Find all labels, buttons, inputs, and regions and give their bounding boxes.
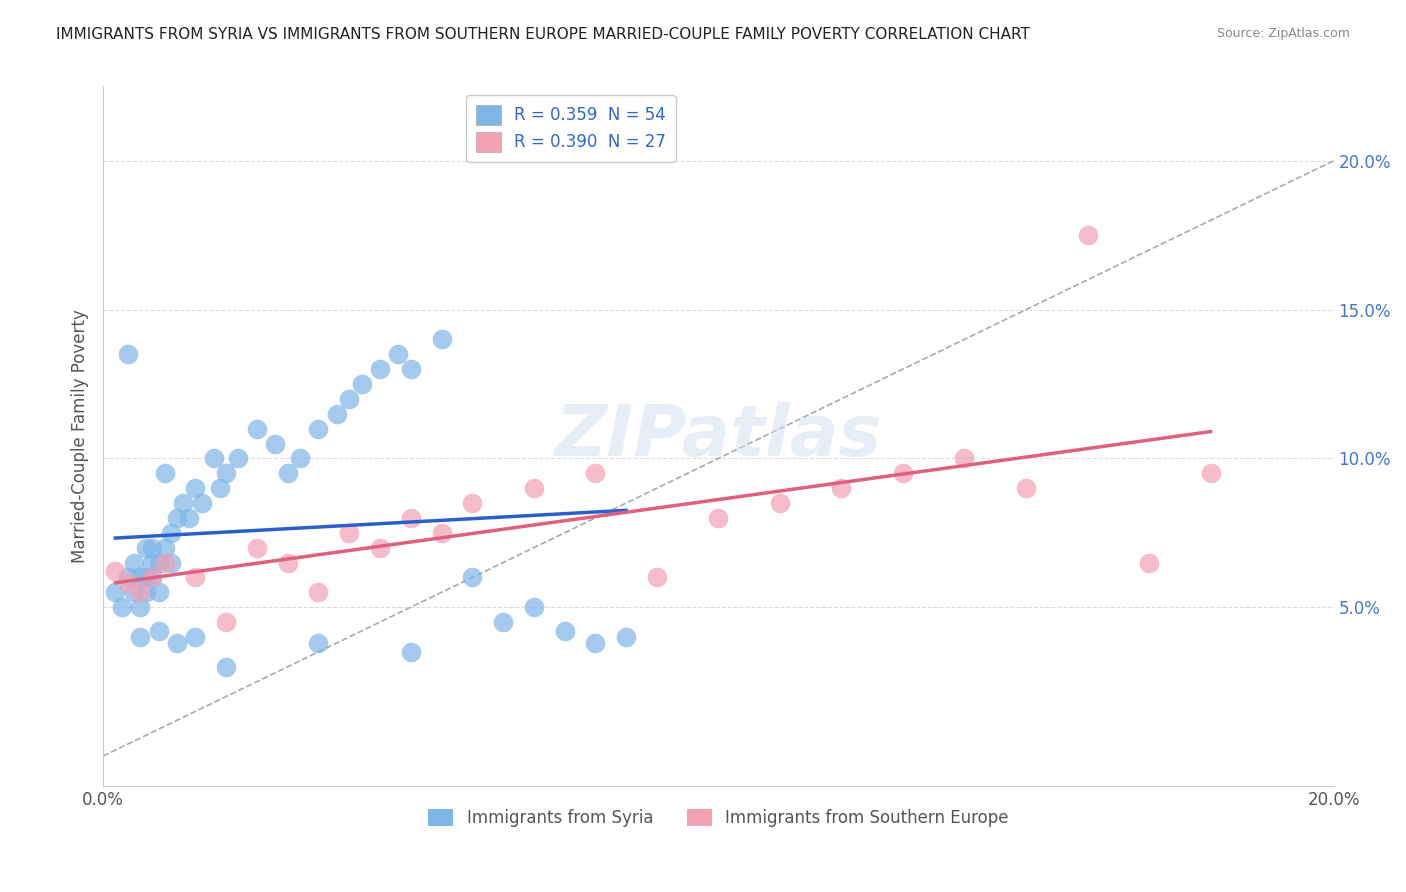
Point	[135, 585, 157, 599]
Point	[202, 451, 225, 466]
Point	[135, 541, 157, 555]
Text: Source: ZipAtlas.com: Source: ZipAtlas.com	[1216, 27, 1350, 40]
Point	[492, 615, 515, 629]
Point	[399, 511, 422, 525]
Point	[166, 511, 188, 525]
Point	[246, 422, 269, 436]
Y-axis label: Married-Couple Family Poverty: Married-Couple Family Poverty	[72, 310, 89, 563]
Point	[308, 636, 330, 650]
Point	[148, 585, 170, 599]
Point	[166, 636, 188, 650]
Point	[190, 496, 212, 510]
Point	[153, 541, 176, 555]
Point	[215, 659, 238, 673]
Point	[277, 467, 299, 481]
Point	[308, 585, 330, 599]
Point	[117, 576, 139, 591]
Point	[141, 570, 163, 584]
Point	[117, 570, 139, 584]
Point	[523, 600, 546, 615]
Point	[179, 511, 201, 525]
Point	[830, 481, 852, 495]
Point	[184, 630, 207, 644]
Point	[104, 585, 127, 599]
Point	[246, 541, 269, 555]
Point	[104, 565, 127, 579]
Point	[184, 481, 207, 495]
Point	[326, 407, 349, 421]
Point	[399, 362, 422, 376]
Point	[554, 624, 576, 638]
Point	[264, 436, 287, 450]
Point	[148, 556, 170, 570]
Point	[208, 481, 231, 495]
Point	[583, 636, 606, 650]
Point	[368, 362, 391, 376]
Point	[1076, 228, 1098, 243]
Point	[288, 451, 311, 466]
Point	[110, 600, 132, 615]
Point	[769, 496, 792, 510]
Point	[122, 585, 145, 599]
Point	[129, 630, 152, 644]
Point	[1199, 467, 1222, 481]
Point	[337, 525, 360, 540]
Point	[337, 392, 360, 406]
Point	[153, 556, 176, 570]
Point	[523, 481, 546, 495]
Point	[148, 624, 170, 638]
Point	[707, 511, 730, 525]
Point	[368, 541, 391, 555]
Point	[184, 570, 207, 584]
Point	[159, 525, 181, 540]
Point	[399, 645, 422, 659]
Text: IMMIGRANTS FROM SYRIA VS IMMIGRANTS FROM SOUTHERN EUROPE MARRIED-COUPLE FAMILY P: IMMIGRANTS FROM SYRIA VS IMMIGRANTS FROM…	[56, 27, 1031, 42]
Point	[350, 376, 373, 391]
Point	[215, 615, 238, 629]
Point	[135, 570, 157, 584]
Point	[430, 332, 453, 346]
Point	[172, 496, 194, 510]
Point	[1137, 556, 1160, 570]
Point	[387, 347, 409, 361]
Point	[141, 541, 163, 555]
Point	[953, 451, 976, 466]
Point	[583, 467, 606, 481]
Point	[129, 600, 152, 615]
Point	[122, 556, 145, 570]
Point	[277, 556, 299, 570]
Point	[215, 467, 238, 481]
Point	[461, 496, 484, 510]
Point	[129, 570, 152, 584]
Point	[117, 347, 139, 361]
Point	[1015, 481, 1038, 495]
Point	[461, 570, 484, 584]
Point	[159, 556, 181, 570]
Legend: Immigrants from Syria, Immigrants from Southern Europe: Immigrants from Syria, Immigrants from S…	[422, 802, 1015, 833]
Point	[153, 467, 176, 481]
Point	[308, 422, 330, 436]
Text: ZIPatlas: ZIPatlas	[555, 401, 882, 471]
Point	[141, 556, 163, 570]
Point	[614, 630, 637, 644]
Point	[228, 451, 250, 466]
Point	[129, 585, 152, 599]
Point	[430, 525, 453, 540]
Point	[891, 467, 914, 481]
Point	[645, 570, 668, 584]
Point	[141, 570, 163, 584]
